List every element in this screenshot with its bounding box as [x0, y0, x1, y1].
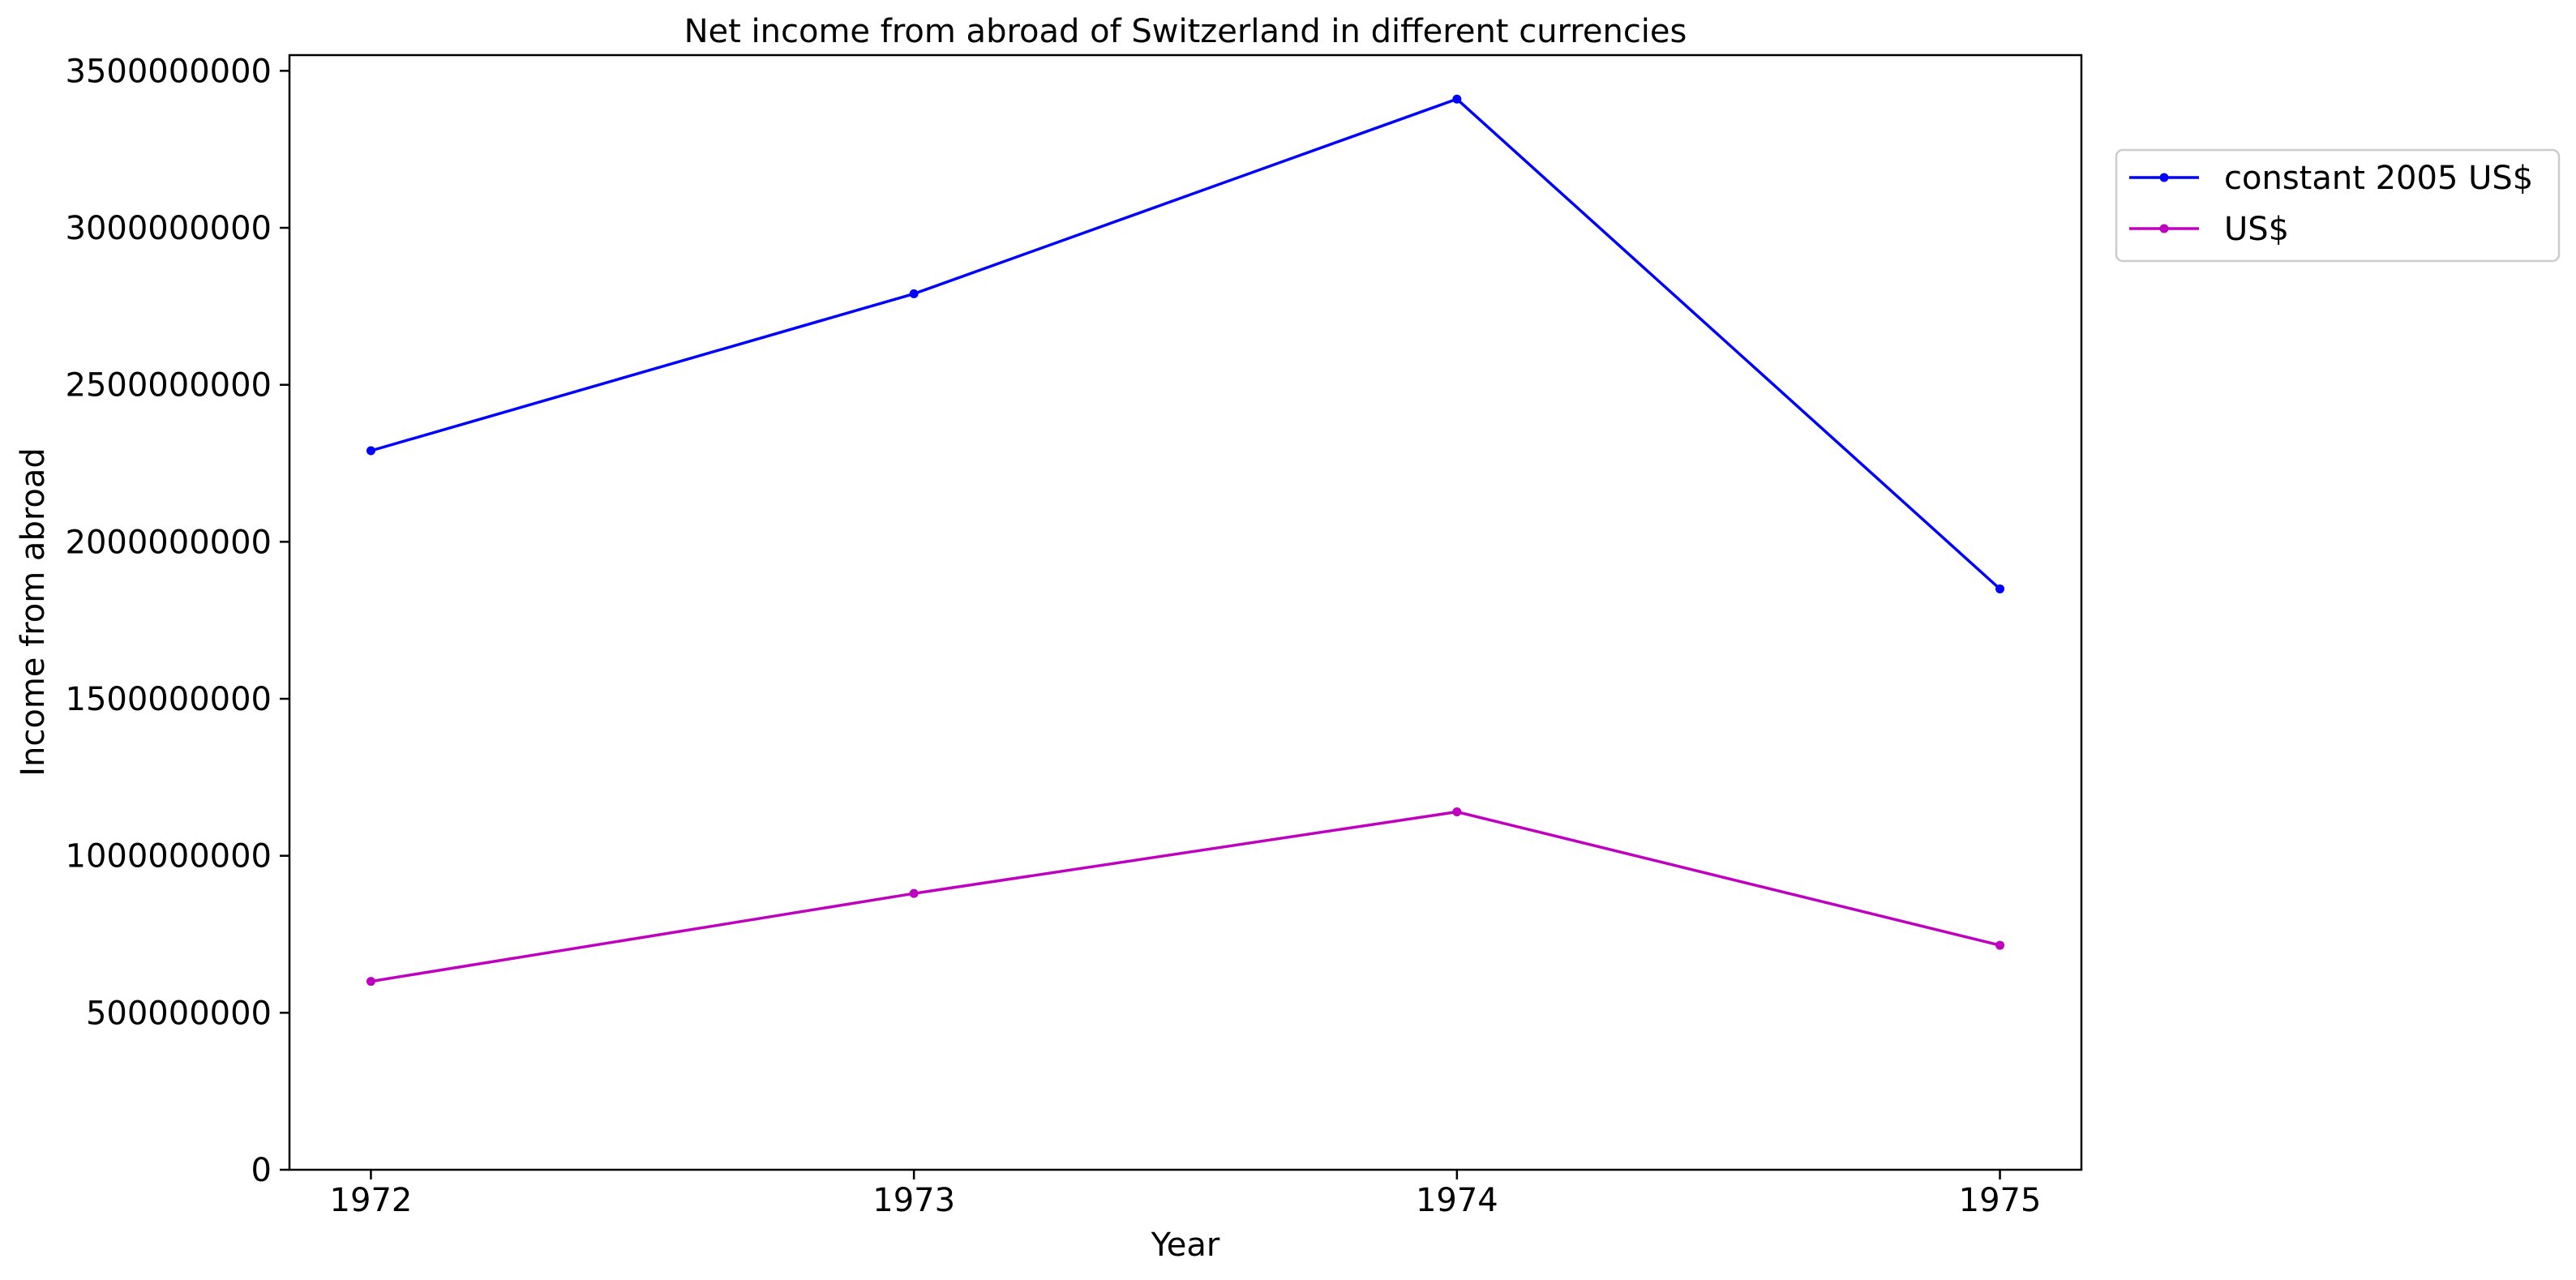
- legend-marker: [2159, 173, 2169, 182]
- plot-area-frame: [288, 54, 2083, 1171]
- series-line-0: [371, 97, 2001, 590]
- y-tick-label: 500000000: [86, 995, 272, 1032]
- legend-label: constant 2005 US$: [2224, 160, 2533, 197]
- y-tick-label: 1500000000: [66, 681, 272, 718]
- chart-title: Net income from abroad of Switzerland in…: [684, 13, 1687, 50]
- y-tick-label: 2000000000: [66, 524, 272, 561]
- y-tick-label: 2500000000: [66, 367, 272, 405]
- data-point: [1452, 94, 1462, 104]
- data-point: [1995, 584, 2005, 593]
- data-point: [1452, 807, 1462, 816]
- legend: constant 2005 US$ US$: [2115, 148, 2561, 263]
- x-axis-ticks: 1972 1973 1974 1975: [330, 1170, 2042, 1219]
- legend-frame: [2115, 148, 2561, 263]
- x-tick-label: 1973: [872, 1182, 955, 1219]
- data-point: [909, 289, 919, 298]
- series-line-1: [371, 810, 2000, 983]
- y-tick-label: 3000000000: [66, 210, 272, 247]
- data-point: [366, 977, 375, 987]
- y-tick-label: 3500000000: [66, 53, 272, 90]
- legend-label: US$: [2224, 211, 2289, 248]
- x-tick-label: 1972: [330, 1182, 413, 1219]
- series-layer: [366, 94, 2005, 987]
- y-axis-label: Income from abroad: [15, 447, 52, 777]
- y-tick-label: 0: [251, 1152, 272, 1189]
- legend-entries: constant 2005 US$ US$: [2129, 160, 2533, 248]
- y-axis-ticks: 0 500000000 1000000000 1500000000 2000000000…: [66, 53, 289, 1189]
- legend-marker: [2159, 224, 2169, 233]
- x-axis-label: Year: [1151, 1226, 1220, 1264]
- x-tick-label: 1974: [1416, 1182, 1498, 1219]
- data-point: [1995, 940, 2005, 950]
- data-point: [909, 888, 919, 898]
- x-tick-label: 1975: [1959, 1182, 2042, 1219]
- y-tick-label: 1000000000: [66, 838, 272, 875]
- data-point: [366, 446, 375, 456]
